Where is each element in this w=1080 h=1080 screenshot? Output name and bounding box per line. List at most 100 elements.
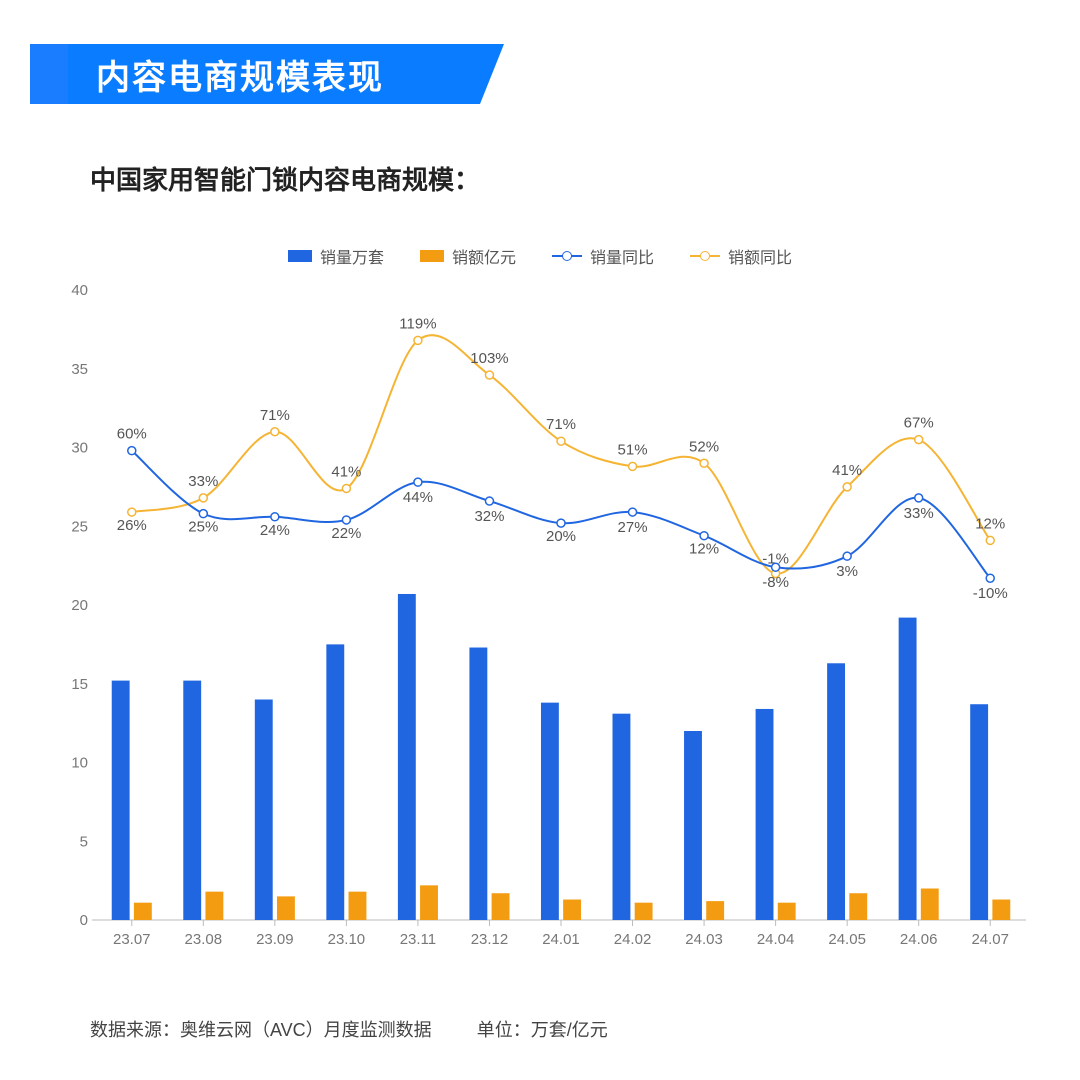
svg-text:24.03: 24.03 [685,931,723,948]
line-orange-marker [700,459,708,467]
line-blue-marker [557,519,565,527]
legend-swatch-orange [420,250,444,262]
line-blue-marker [700,532,708,540]
svg-text:40: 40 [71,282,88,299]
line-orange-label: 71% [546,416,576,433]
line-orange-marker [843,483,851,491]
line-blue-label: 60% [117,426,147,443]
line-blue-marker [128,447,136,455]
bar-blue [183,681,201,920]
svg-text:30: 30 [71,440,88,457]
line-orange-marker [915,436,923,444]
svg-text:24.06: 24.06 [900,931,938,948]
bar-blue [326,644,344,920]
footer-source: 数据来源：奥维云网（AVC）月度监测数据 [90,1020,432,1040]
chart: 051015202530354023.0723.0823.0923.1023.1… [66,280,1046,960]
legend: 销量万套 销额亿元 销量同比 销额同比 [0,244,1080,268]
svg-text:23.09: 23.09 [256,931,294,948]
bar-blue [112,681,130,920]
line-blue-marker [414,478,422,486]
bar-blue [255,700,273,921]
line-blue-label: 33% [904,505,934,522]
legend-line-orange [690,255,720,257]
legend-item-line-orange: 销额同比 [690,244,792,268]
line-blue-marker [485,497,493,505]
svg-text:23.08: 23.08 [185,931,223,948]
title-bar: 内容电商规模表现 [30,44,504,104]
line-blue-label: 44% [403,489,433,506]
bar-orange [706,901,724,920]
bar-orange [420,885,438,920]
svg-text:23.07: 23.07 [113,931,151,948]
line-orange-marker [557,437,565,445]
footer-unit: 单位：万套/亿元 [477,1020,608,1040]
svg-text:23.10: 23.10 [328,931,366,948]
page-title: 内容电商规模表现 [68,44,504,104]
line-orange-marker [199,494,207,502]
bar-blue [899,618,917,920]
svg-text:25: 25 [71,518,88,535]
line-orange-marker [986,536,994,544]
legend-item-bar-orange: 销额亿元 [420,244,516,268]
bar-blue [613,714,631,920]
chart-svg: 051015202530354023.0723.0823.0923.1023.1… [66,280,1046,960]
svg-text:24.01: 24.01 [542,931,580,948]
legend-swatch-blue [288,250,312,262]
svg-text:24.07: 24.07 [971,931,1009,948]
legend-label: 销量万套 [320,244,384,268]
bar-blue [827,663,845,920]
line-blue-label: 32% [474,508,504,525]
line-blue-marker [342,516,350,524]
bar-blue [970,704,988,920]
bar-blue [541,703,559,920]
bar-orange [921,889,939,921]
legend-label: 销额同比 [728,244,792,268]
line-blue-marker [986,574,994,582]
line-blue-label: 27% [618,519,648,536]
bar-blue [756,709,774,920]
svg-text:24.05: 24.05 [828,931,866,948]
line-orange-label: 12% [975,515,1005,532]
svg-text:5: 5 [80,833,88,850]
svg-text:20: 20 [71,597,88,614]
legend-label: 销额亿元 [452,244,516,268]
svg-text:24.04: 24.04 [757,931,795,948]
title-bar-accent [30,44,68,104]
line-blue-label: -10% [973,585,1008,602]
footer: 数据来源：奥维云网（AVC）月度监测数据 单位：万套/亿元 [90,1016,648,1042]
bar-blue [684,731,702,920]
bar-orange [134,903,152,920]
line-orange-marker [414,336,422,344]
bar-orange [992,900,1010,920]
line-orange-marker [128,508,136,516]
bar-orange [349,892,367,920]
svg-text:10: 10 [71,755,88,772]
line-blue-label: 3% [836,563,858,580]
line-blue-label: 24% [260,522,290,539]
line-orange-marker [485,371,493,379]
bar-blue [398,594,416,920]
line-blue-label: -8% [762,574,789,591]
legend-item-line-blue: 销量同比 [552,244,654,268]
svg-text:15: 15 [71,676,88,693]
line-orange-label: 26% [117,517,147,534]
chart-subtitle: 中国家用智能门锁内容电商规模： [90,160,480,197]
bar-orange [778,903,796,920]
bar-orange [205,892,223,920]
bar-orange [277,896,295,920]
legend-label: 销量同比 [590,244,654,268]
line-orange-label: 103% [470,350,508,367]
line-blue-marker [915,494,923,502]
legend-item-bar-blue: 销量万套 [288,244,384,268]
line-orange-label: 67% [904,415,934,432]
bar-orange [849,893,867,920]
line-orange-label: 71% [260,407,290,424]
line-orange-marker [342,484,350,492]
bar-blue [469,648,487,920]
legend-line-blue [552,255,582,257]
line-blue-label: 12% [689,541,719,558]
svg-text:0: 0 [80,912,88,929]
svg-text:35: 35 [71,361,88,378]
bar-orange [635,903,653,920]
line-orange-label: 33% [188,473,218,490]
